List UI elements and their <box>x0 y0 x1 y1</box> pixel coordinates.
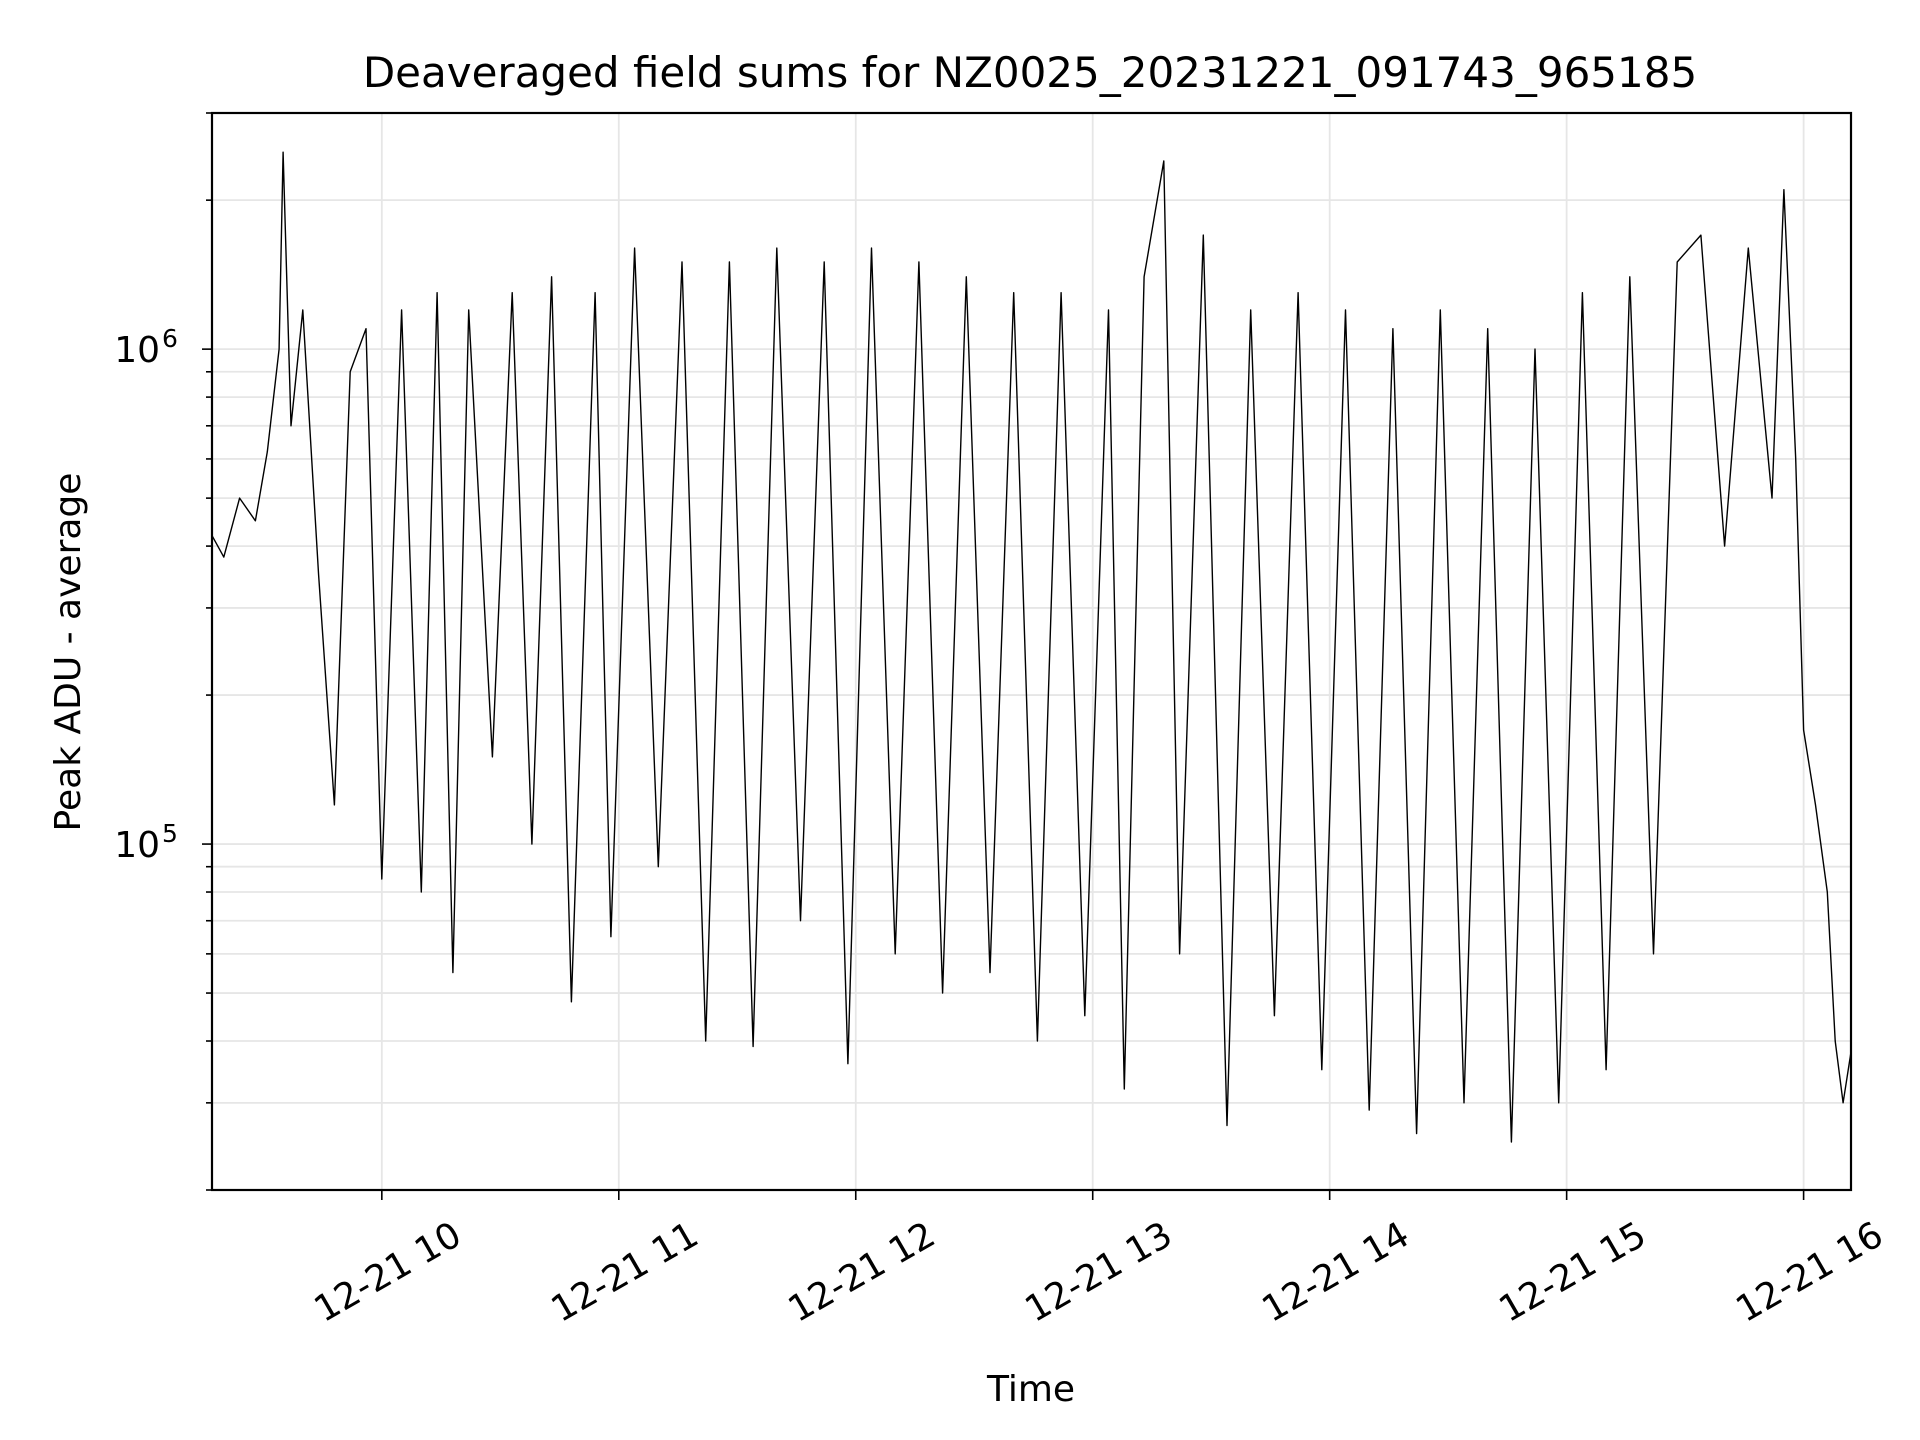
plot-frame <box>210 111 1853 1192</box>
y-tick-exponent: 6 <box>162 324 178 353</box>
y-axis-label: Peak ADU - average <box>48 473 89 832</box>
chart-title: Deaveraged field sums for NZ0025_2023122… <box>363 48 1697 97</box>
y-tick-label: 10 <box>114 825 160 866</box>
y-tick-label: 10 <box>114 330 160 371</box>
x-axis-label: Time <box>986 1369 1075 1410</box>
series-line <box>211 151 1852 1143</box>
series <box>211 151 1852 1143</box>
y-tick-exponent: 5 <box>162 819 178 848</box>
